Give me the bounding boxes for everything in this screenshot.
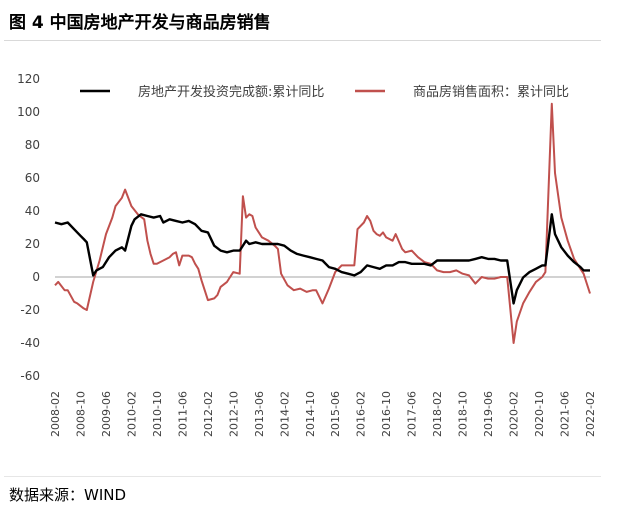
- y-tick-label: 0: [32, 270, 40, 284]
- x-tick-label: 2009-06: [100, 391, 113, 437]
- y-tick-label: 80: [25, 138, 40, 152]
- y-axis-tick-labels: -60 -40 -20 0 20 40 60 80 100 120: [17, 72, 40, 383]
- x-tick-label: 2015-06: [329, 391, 342, 437]
- x-tick-label: 2020-10: [533, 391, 546, 437]
- x-tick-label: 2012-10: [227, 391, 240, 437]
- x-tick-label: 2016-10: [380, 391, 393, 437]
- x-axis-tick-labels: 2008-02 2008-10 2009-06 2010-02 2010-10 2011-…: [49, 391, 597, 437]
- x-tick-label: 2016-02: [355, 391, 368, 437]
- source-divider: [4, 476, 601, 477]
- x-tick-label: 2014-10: [304, 391, 317, 437]
- x-tick-label: 2017-06: [406, 391, 419, 437]
- x-tick-label: 2018-02: [431, 391, 444, 437]
- x-tick-label: 2008-10: [74, 391, 87, 437]
- x-tick-label: 2021-06: [559, 391, 572, 437]
- x-tick-label: 2010-02: [125, 391, 138, 437]
- x-tick-label: 2012-02: [202, 391, 215, 437]
- y-tick-label: -60: [20, 369, 40, 383]
- series-lines: [54, 102, 591, 344]
- series-line-investment: [54, 213, 590, 305]
- x-tick-label: 2013-06: [253, 391, 266, 437]
- x-tick-label: 2008-02: [49, 391, 62, 437]
- x-tick-label: 2011-06: [176, 391, 189, 437]
- x-tick-label: 2022-02: [584, 391, 597, 437]
- figure-title: 图 4 中国房地产开发与商品房销售: [9, 13, 271, 33]
- x-tick-label: 2018-10: [457, 391, 470, 437]
- x-tick-label: 2019-06: [482, 391, 495, 437]
- y-tick-label: 120: [17, 72, 40, 86]
- y-tick-label: -40: [20, 336, 40, 350]
- x-tick-label: 2010-10: [151, 391, 164, 437]
- y-tick-label: 60: [25, 171, 40, 185]
- data-source-note: 数据来源：WIND: [9, 486, 127, 504]
- legend-label: 商品房销售面积：累计同比: [413, 84, 569, 100]
- chart-legend: 房地产开发投资完成额:累计同比 商品房销售面积：累计同比: [80, 84, 569, 100]
- y-tick-label: 20: [25, 237, 40, 251]
- series-line-sales-area: [54, 102, 591, 344]
- y-tick-label: -20: [20, 303, 40, 317]
- legend-label: 房地产开发投资完成额:累计同比: [138, 84, 324, 100]
- x-tick-label: 2014-02: [278, 391, 291, 437]
- x-tick-label: 2020-02: [508, 391, 521, 437]
- title-divider: [4, 40, 601, 41]
- y-tick-label: 100: [17, 105, 40, 119]
- y-tick-label: 40: [25, 204, 40, 218]
